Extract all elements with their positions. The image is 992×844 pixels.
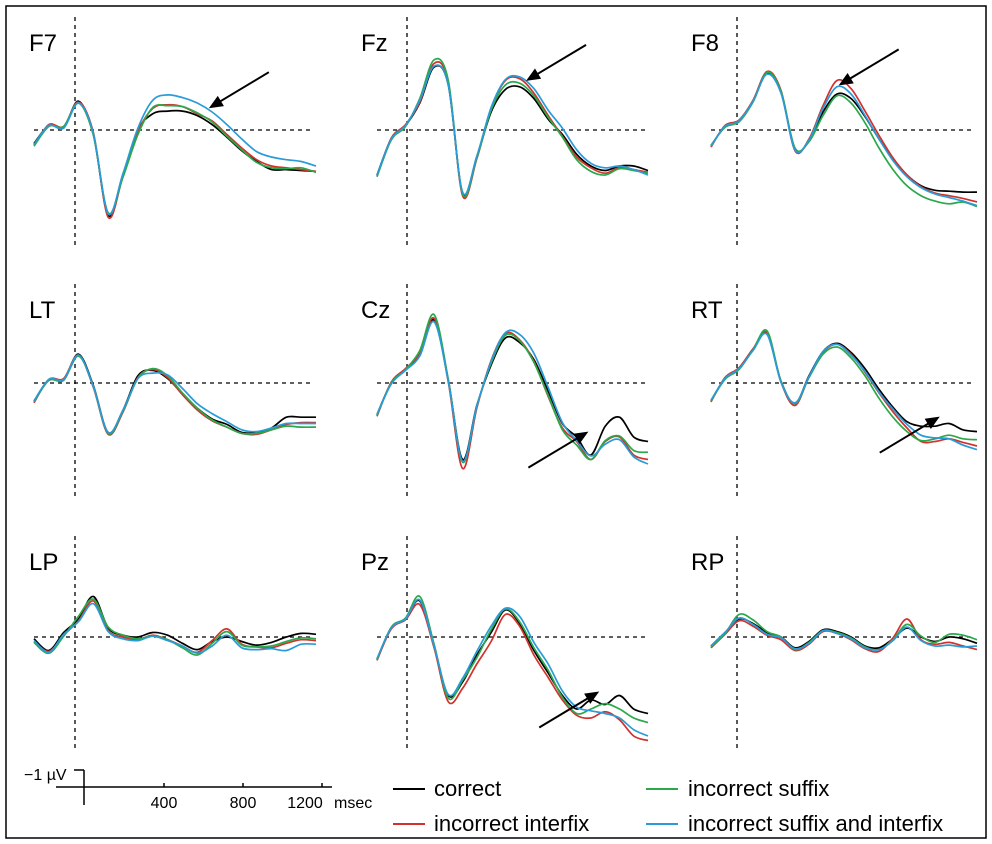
panel-pz: Pz <box>361 536 649 752</box>
arrow-annotation <box>879 416 940 454</box>
scale-bar: −1 µV 400 800 1200 msec <box>24 767 372 812</box>
series-line-incorrect-interfix <box>710 70 978 203</box>
arrow-head <box>584 691 600 704</box>
panel-lp: LP <box>29 536 317 752</box>
series-line-incorrect-suffix <box>710 71 978 208</box>
series-line-incorrect-interfix <box>33 101 317 220</box>
panel-rt: RT <box>691 284 978 498</box>
panel-lt: LT <box>29 284 317 498</box>
arrow-head <box>838 73 854 86</box>
panel-cz: Cz <box>361 284 649 498</box>
series-line-incorrect-suffix <box>376 313 649 464</box>
series-line-incorrect-suffix <box>33 355 317 435</box>
electrode-label: Pz <box>361 549 389 576</box>
panel-fz: Fz <box>361 17 649 245</box>
series-line-incorrect-interfix <box>33 354 317 436</box>
arrow-annotation <box>526 43 587 81</box>
arrow-annotation <box>538 691 600 729</box>
legend-label-correct: correct <box>434 776 501 801</box>
time-tick-label-400: 400 <box>151 795 178 812</box>
electrode-label: RT <box>691 297 723 324</box>
arrow-shaft <box>846 48 900 82</box>
series-line-incorrect-suffix <box>376 57 649 198</box>
arrow-head <box>208 95 224 109</box>
arrow-shaft <box>216 71 270 104</box>
arrow-shaft <box>879 420 932 454</box>
series-line-correct <box>33 353 316 435</box>
series-line-incorrect-interfix <box>376 602 649 742</box>
series-line-incorrect-suffix <box>376 595 649 724</box>
electrode-label: RP <box>691 549 724 576</box>
electrode-label: Cz <box>361 297 390 324</box>
electrode-label: LT <box>29 297 56 324</box>
electrode-label: F7 <box>29 30 57 57</box>
legend: correct incorrect suffix incorrect inter… <box>393 776 943 836</box>
series-line-incorrect-suffix-and-interfix <box>33 602 317 655</box>
series-line-correct <box>33 595 317 652</box>
electrode-label: F8 <box>691 30 719 57</box>
panel-f7: F7 <box>29 17 317 245</box>
series-line-correct <box>710 72 978 194</box>
series-line-incorrect-suffix-and-interfix <box>33 93 317 216</box>
arrow-head <box>573 431 589 445</box>
arrow-shaft <box>527 435 581 469</box>
series-line-incorrect-interfix <box>376 317 649 470</box>
legend-label-incorrect-interfix: incorrect interfix <box>434 811 589 836</box>
legend-label-incorrect-suffix: incorrect suffix <box>688 776 829 801</box>
arrow-annotation <box>208 71 270 109</box>
time-tick-label-800: 800 <box>230 795 257 812</box>
series-line-incorrect-suffix-and-interfix <box>710 617 978 651</box>
panel-rp: RP <box>691 536 978 752</box>
electrode-label: LP <box>29 549 58 576</box>
series-line-incorrect-suffix-and-interfix <box>376 598 649 737</box>
arrow-annotation <box>838 48 900 86</box>
arrow-head <box>526 68 542 81</box>
series-line-incorrect-suffix-and-interfix <box>710 73 978 207</box>
time-unit-label: msec <box>334 795 372 812</box>
arrow-annotation <box>527 431 589 469</box>
arrow-shaft <box>534 43 587 77</box>
arrow-shaft <box>538 695 592 729</box>
legend-label-incorrect-suffix-and-interfix: incorrect suffix and interfix <box>688 811 943 836</box>
electrode-label: Fz <box>361 30 388 57</box>
figure-frame <box>5 5 987 839</box>
panel-f8: F8 <box>691 17 978 245</box>
series-line-incorrect-suffix <box>710 613 978 651</box>
amplitude-scale-label: −1 µV <box>24 767 67 784</box>
arrow-head <box>924 416 940 430</box>
time-tick-label-1200: 1200 <box>287 795 323 812</box>
series-line-incorrect-suffix-and-interfix <box>710 332 978 451</box>
series-line-incorrect-suffix-and-interfix <box>33 354 316 434</box>
series-line-correct <box>33 100 317 218</box>
series-line-incorrect-suffix-and-interfix <box>376 64 649 196</box>
series-line-incorrect-suffix-and-interfix <box>376 320 649 465</box>
